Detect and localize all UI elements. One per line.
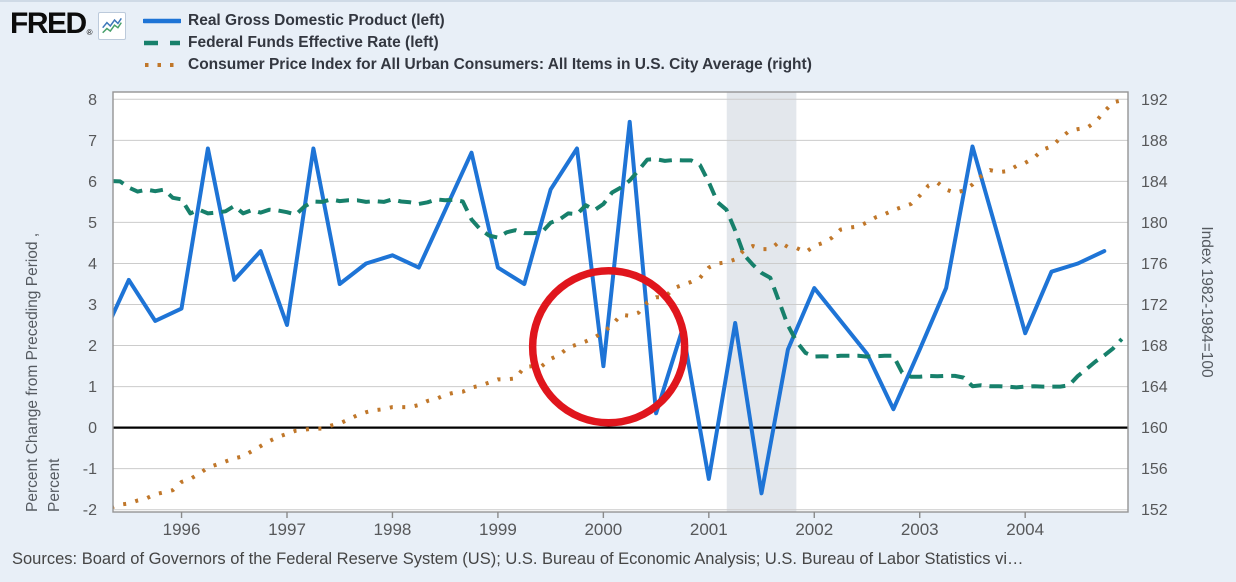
left-tick-label: -1 — [83, 461, 97, 478]
right-tick-label: 156 — [1141, 461, 1168, 478]
right-tick-label: 172 — [1141, 297, 1168, 314]
left-tick-label: 2 — [88, 338, 97, 355]
x-tick-label: 2001 — [690, 520, 728, 539]
left-tick-label: 3 — [88, 297, 97, 314]
x-tick-label: 2000 — [584, 520, 622, 539]
legend-item-cpi[interactable]: Consumer Price Index for All Urban Consu… — [143, 54, 812, 76]
right-tick-label: 168 — [1141, 338, 1168, 355]
legend-label: Real Gross Domestic Product (left) — [188, 12, 445, 29]
legend: Real Gross Domestic Product (left) Feder… — [143, 10, 812, 76]
legend-item-real-gdp[interactable]: Real Gross Domestic Product (left) — [143, 10, 812, 32]
left-tick-label: 7 — [88, 133, 97, 150]
x-tick-label: 1997 — [268, 520, 306, 539]
fred-logo[interactable]: FRED ® — [10, 7, 126, 40]
x-tick-label: 2004 — [1006, 520, 1044, 539]
left-tick-label: 5 — [88, 215, 97, 232]
left-tick-label: 4 — [88, 256, 97, 273]
annotation-circle — [528, 267, 689, 427]
legend-item-fed-funds[interactable]: Federal Funds Effective Rate (left) — [143, 32, 812, 54]
left-tick-label: -2 — [83, 502, 97, 519]
fed-funds-line-swatch — [144, 40, 180, 46]
right-tick-label: 188 — [1141, 133, 1168, 150]
recession-band — [726, 92, 797, 512]
right-tick-label: 180 — [1141, 215, 1168, 232]
right-tick-label: 192 — [1141, 92, 1168, 109]
plot-border — [112, 91, 1129, 513]
cpi-line[interactable] — [111, 98, 1123, 510]
sources-text: Sources: Board of Governors of the Feder… — [12, 550, 1024, 568]
fed-funds-line[interactable] — [111, 157, 1124, 390]
real-gdp-line[interactable] — [103, 119, 1107, 496]
plot-background — [113, 92, 1128, 512]
x-tick-label: 1999 — [479, 520, 517, 539]
registered-mark: ® — [86, 28, 93, 37]
fred-logo-icon — [97, 12, 126, 40]
left-tick-label: 1 — [88, 379, 97, 396]
x-tick-label: 2003 — [901, 520, 939, 539]
fred-logo-text: FRED — [10, 7, 87, 40]
x-tick-label: 2002 — [795, 520, 833, 539]
x-tick-label: 1996 — [163, 520, 201, 539]
right-tick-label: 184 — [1141, 174, 1168, 191]
gdp-line-swatch — [143, 18, 181, 24]
x-tick-label: 1998 — [374, 520, 412, 539]
legend-label: Federal Funds Effective Rate (left) — [188, 34, 439, 51]
legend-label: Consumer Price Index for All Urban Consu… — [188, 56, 812, 73]
left-tick-label: 6 — [88, 174, 97, 191]
left-tick-label: 0 — [88, 420, 97, 437]
right-tick-label: 176 — [1141, 256, 1168, 273]
right-tick-label: 160 — [1141, 420, 1168, 437]
right-tick-label: 164 — [1141, 379, 1168, 396]
right-tick-label: 152 — [1141, 502, 1168, 519]
left-tick-label: 8 — [88, 92, 97, 109]
